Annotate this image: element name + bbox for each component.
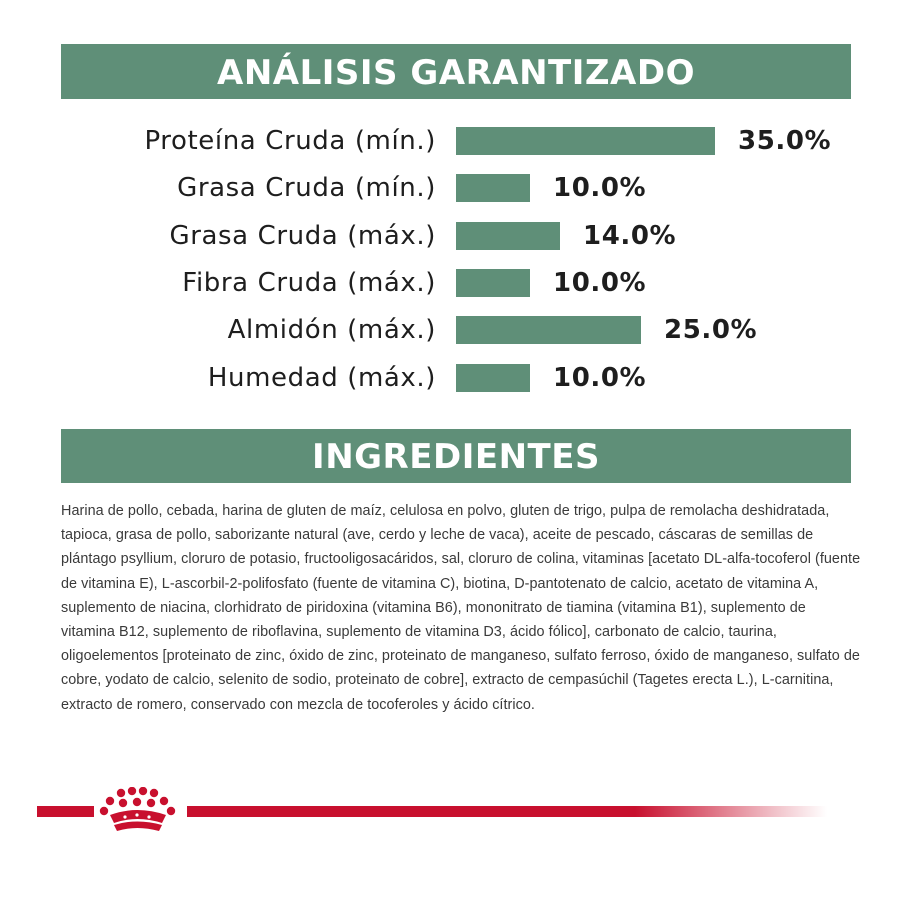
analysis-row-value: 25.0% [664, 315, 758, 346]
analysis-header: ANÁLISIS GARANTIZADO [61, 44, 851, 99]
analysis-row-value: 10.0% [553, 267, 647, 298]
analysis-row-label: Grasa Cruda (mín.) [177, 173, 436, 204]
analysis-row-label: Proteína Cruda (mín.) [144, 126, 436, 156]
analysis-row-value: 10.0% [553, 362, 647, 393]
analysis-row-value: 35.0% [738, 126, 832, 156]
ingredients-text: Harina de pollo, cebada, harina de glute… [61, 503, 861, 713]
analysis-row-value: 14.0% [583, 220, 677, 251]
analysis-row: Grasa Cruda (mín.) 10.0% [0, 171, 906, 205]
analysis-row-bar [456, 268, 530, 297]
analysis-row-bar [456, 221, 560, 250]
analysis-row: Humedad (máx.) 10.0% [0, 361, 906, 395]
analysis-row: Almidón (máx.) 25.0% [0, 313, 906, 347]
analysis-row: Fibra Cruda (máx.) 10.0% [0, 266, 906, 300]
analysis-row-bar [456, 174, 530, 203]
analysis-row-value: 10.0% [553, 173, 647, 204]
analysis-row-label: Grasa Cruda (máx.) [169, 220, 436, 251]
analysis-row: Proteína Cruda (mín.) 35.0% [0, 124, 906, 158]
footer-red-line-right [187, 806, 827, 817]
analysis-row: Grasa Cruda (máx.) 14.0% [0, 219, 906, 253]
crown-icon [96, 786, 184, 835]
analysis-row-label: Almidón (máx.) [227, 315, 436, 346]
analysis-row-label: Humedad (máx.) [207, 362, 436, 393]
footer-red-line-left [37, 806, 94, 817]
analysis-row-bar [456, 316, 641, 345]
ingredients-header: INGREDIENTES [61, 429, 851, 483]
analysis-row-bar [456, 127, 715, 155]
analysis-row-label: Fibra Cruda (máx.) [182, 267, 436, 298]
analysis-row-bar [456, 363, 530, 392]
